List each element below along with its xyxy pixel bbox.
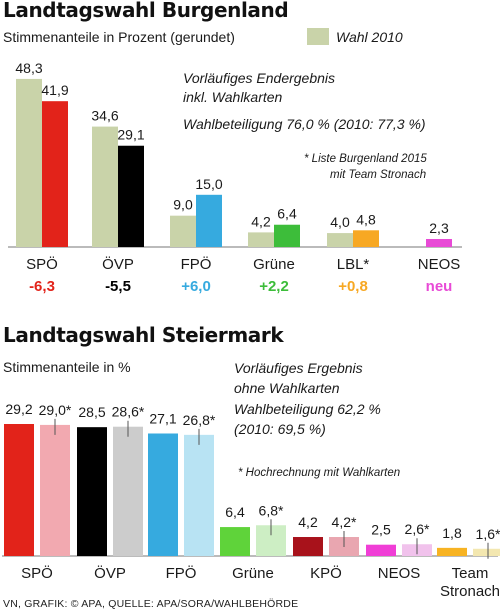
- category-label-burgenland-spö: SPÖ: [26, 255, 58, 273]
- bar-burgenland-fpö-2015: [196, 194, 222, 247]
- change-label-burgenland-spö: -6,3: [29, 278, 55, 295]
- value-label-burgenland-fpö-2010: 9,0: [173, 197, 193, 213]
- category-label-burgenland-grüne: Grüne: [253, 256, 295, 273]
- burgenland-footnote-line2: mit Team Stronach: [330, 169, 427, 181]
- change-label-burgenland-neos: neu: [426, 278, 453, 295]
- bar-steiermark-kpö-result: [293, 537, 323, 556]
- burgenland-turnout: Wahlbeteiligung 76,0 % (2010: 77,3 %): [183, 116, 426, 132]
- bar-burgenland-grüne-2010: [248, 232, 274, 247]
- value-label-burgenland-övp-2010: 34,6: [91, 108, 118, 124]
- value-label-steiermark-fpö-projection: 26,8*: [183, 412, 216, 428]
- value-label-steiermark-grüne-result: 6,4: [225, 504, 245, 520]
- bar-steiermark-spö-projection: [40, 424, 70, 556]
- bar-steiermark-spö-result: [4, 424, 34, 556]
- category-label-steiermark-grüne: Grüne: [232, 565, 274, 582]
- burgenland-bar-chart: 48,3 41,9 SPÖ -6,3 34,6 29,1 ÖVP -5,5 9,015,0 FPÖ…: [8, 60, 462, 295]
- value-label-steiermark-grüne-projection: 6,8*: [259, 502, 284, 518]
- value-label-steiermark-kpö-projection: 4,2*: [332, 514, 357, 530]
- bar-burgenland-spö-2015: [42, 101, 68, 247]
- steiermark-note-line3: Wahlbeteiligung 62,2 %: [234, 401, 381, 417]
- value-label-steiermark-neos-projection: 2,6*: [405, 521, 430, 537]
- change-label-burgenland-lbl: +0,8: [338, 278, 368, 295]
- bar-burgenland-övp-2015: [118, 145, 144, 247]
- value-label-burgenland-fpö-2015: 15,0: [195, 176, 222, 192]
- value-label-steiermark-team-stronach-result: 1,8: [442, 525, 462, 541]
- bar-steiermark-övp-projection: [113, 426, 143, 556]
- value-label-burgenland-lbl-2010: 4,0: [330, 214, 350, 230]
- category-label-steiermark-spö: SPÖ: [21, 564, 53, 582]
- legend-label-2010: Wahl 2010: [336, 29, 403, 45]
- burgenland-note-line1: Vorläufiges Endergebnis: [183, 70, 336, 86]
- change-label-burgenland-fpö: +6,0: [181, 278, 211, 295]
- bar-burgenland-lbl-2015: [353, 230, 379, 247]
- category-label-part-0: Team: [452, 565, 489, 582]
- value-label-burgenland-grüne-2010: 4,2: [251, 213, 271, 229]
- steiermark-title: Landtagswahl Steiermark: [3, 323, 284, 347]
- steiermark-footnote: * Hochrechnung mit Wahlkarten: [238, 467, 401, 479]
- value-label-burgenland-grüne-2015: 6,4: [277, 206, 297, 222]
- bar-steiermark-övp-result: [77, 427, 107, 556]
- steiermark-subtitle: Stimmenanteile in %: [3, 359, 131, 375]
- burgenland-subtitle: Stimmenanteile in Prozent (gerundet): [3, 29, 235, 45]
- category-label-steiermark-övp: ÖVP: [94, 564, 126, 582]
- legend-swatch-2010: [307, 28, 329, 45]
- category-label-part-1: Stronach: [440, 583, 500, 600]
- value-label-steiermark-spö-result: 29,2: [5, 401, 32, 417]
- value-label-steiermark-kpö-result: 4,2: [298, 514, 318, 530]
- value-label-burgenland-spö-2010: 48,3: [15, 60, 42, 76]
- burgenland-title: Landtagswahl Burgenland: [3, 0, 289, 22]
- bar-steiermark-grüne-result: [220, 527, 250, 556]
- value-label-burgenland-spö-2015: 41,9: [41, 82, 68, 98]
- source-credit: VN, GRAFIK: © APA, QUELLE: APA/SORA/WAHL…: [3, 598, 299, 610]
- value-label-burgenland-lbl-2015: 4,8: [356, 211, 376, 227]
- bar-steiermark-fpö-result: [148, 433, 178, 556]
- bar-steiermark-fpö-projection: [184, 434, 214, 556]
- change-label-burgenland-övp: -5,5: [105, 278, 131, 295]
- category-label-steiermark-fpö: FPÖ: [166, 564, 197, 582]
- category-label-burgenland-fpö: FPÖ: [181, 255, 212, 273]
- burgenland-note-line2: inkl. Wahlkarten: [183, 89, 283, 105]
- steiermark-note-line4: (2010: 69,5 %): [234, 421, 326, 437]
- value-label-burgenland-övp-2015: 29,1: [117, 127, 144, 143]
- value-label-steiermark-fpö-result: 27,1: [149, 410, 176, 426]
- value-label-burgenland-neos-2015: 2,3: [429, 220, 449, 236]
- category-label-steiermark-kpö: KPÖ: [310, 564, 342, 582]
- bar-steiermark-neos-result: [366, 544, 396, 556]
- change-label-burgenland-grüne: +2,2: [259, 278, 289, 295]
- bar-burgenland-grüne-2015: [274, 224, 300, 247]
- category-label-burgenland-neos: NEOS: [418, 256, 461, 273]
- steiermark-note-line1: Vorläufiges Ergebnis: [234, 360, 363, 376]
- bar-burgenland-neos-2015: [426, 238, 452, 247]
- bar-burgenland-spö-2010: [16, 78, 42, 247]
- category-label-steiermark-team-stronach: Team Stronach: [440, 565, 500, 600]
- bar-burgenland-övp-2010: [92, 126, 118, 247]
- bar-steiermark-team-stronach-projection: [473, 548, 500, 556]
- category-label-steiermark-neos: NEOS: [378, 565, 421, 582]
- category-label-burgenland-övp: ÖVP: [102, 255, 134, 273]
- value-label-steiermark-övp-projection: 28,6*: [112, 404, 145, 420]
- bar-burgenland-fpö-2010: [170, 215, 196, 247]
- bar-steiermark-team-stronach-result: [437, 547, 467, 556]
- burgenland-footnote-line1: * Liste Burgenland 2015: [304, 153, 427, 165]
- value-label-steiermark-övp-result: 28,5: [78, 404, 105, 420]
- value-label-steiermark-spö-projection: 29,0*: [39, 402, 72, 418]
- steiermark-note-line2: ohne Wahlkarten: [234, 380, 340, 396]
- value-label-steiermark-neos-result: 2,5: [371, 522, 391, 538]
- bar-burgenland-lbl-2010: [327, 233, 353, 247]
- value-label-steiermark-team-stronach-projection: 1,6*: [476, 526, 500, 542]
- category-label-burgenland-lbl: LBL*: [337, 256, 370, 273]
